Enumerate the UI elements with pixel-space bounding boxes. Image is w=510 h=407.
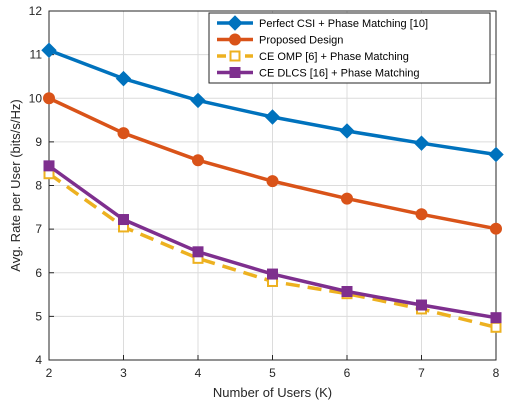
legend-box	[208, 12, 491, 84]
series-layer	[41, 42, 504, 333]
x-tick-label: 5	[269, 366, 276, 380]
legend-marker	[229, 67, 241, 78]
legend-label: CE OMP [6] + Phase Matching	[259, 51, 409, 63]
data-point	[416, 299, 427, 311]
y-tick-label: 8	[35, 179, 42, 193]
legend-item: CE DLCS [16] + Phase Matching	[217, 67, 420, 80]
legend-item: Proposed Design	[217, 33, 343, 47]
y-tick-label: 12	[29, 4, 43, 18]
data-point	[43, 160, 55, 172]
legend-label: Perfect CSI + Phase Matching [10]	[259, 18, 428, 30]
y-tick-label: 7	[35, 222, 42, 236]
data-point	[117, 127, 130, 140]
data-point	[415, 208, 428, 221]
series-0	[41, 42, 504, 163]
data-point	[115, 70, 132, 87]
data-point	[266, 175, 279, 188]
y-axis-label: Avg. Rate per User (bits/s/Hz)	[8, 99, 23, 271]
data-point	[43, 92, 55, 105]
legend-item: Perfect CSI + Phase Matching [10]	[217, 15, 428, 31]
data-point	[413, 135, 430, 151]
y-tick-label: 4	[35, 353, 42, 367]
y-tick-label: 6	[35, 266, 42, 280]
x-tick-label: 4	[195, 366, 202, 380]
data-point	[190, 92, 206, 109]
data-point	[341, 286, 353, 298]
data-point	[341, 192, 353, 205]
legend-marker	[229, 50, 241, 62]
y-tick-label: 9	[35, 135, 42, 149]
data-point	[488, 146, 504, 163]
x-tick-label: 7	[418, 366, 425, 380]
x-tick-label: 2	[46, 366, 53, 380]
y-tick-label: 5	[35, 309, 42, 323]
x-tick-label: 3	[120, 366, 127, 380]
legend-marker	[227, 15, 243, 31]
data-point	[490, 312, 502, 324]
legend-label: Proposed Design	[259, 35, 343, 47]
data-point	[192, 246, 204, 258]
y-tick-label: 11	[30, 48, 43, 62]
data-point	[267, 268, 278, 280]
legend-label: CE DLCS [16] + Phase Matching	[259, 68, 420, 80]
data-point	[192, 154, 204, 167]
y-tick-label: 10	[29, 91, 43, 105]
legend: Perfect CSI + Phase Matching [10] Propose…	[208, 12, 491, 84]
series-1	[43, 92, 502, 235]
data-point	[264, 109, 281, 125]
legend-marker	[229, 33, 241, 46]
data-point	[339, 123, 355, 139]
x-axis-label: Number of Users (K)	[213, 385, 332, 400]
data-point	[490, 222, 502, 235]
axis-ticks: 2 3 4 5 6 7 8 4 5 6 7 8 9 10 11 12	[29, 4, 500, 380]
x-tick-label: 8	[493, 366, 500, 380]
data-point	[118, 214, 129, 226]
data-point	[41, 42, 57, 58]
x-tick-label: 6	[344, 366, 351, 380]
legend-item: CE OMP [6] + Phase Matching	[217, 50, 409, 63]
data-point	[490, 321, 502, 333]
series-3	[43, 160, 502, 324]
